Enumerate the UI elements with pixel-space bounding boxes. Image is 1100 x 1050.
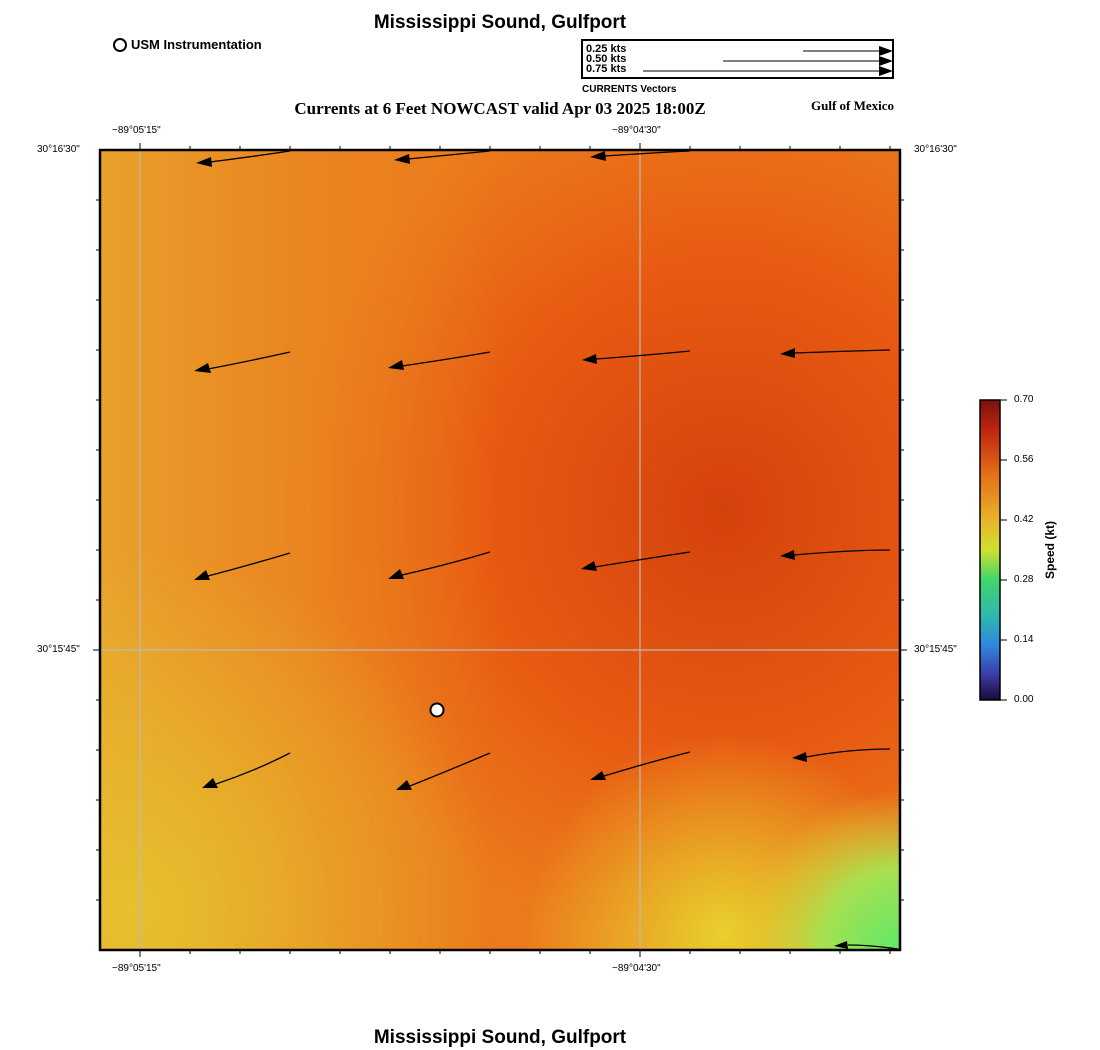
vector-r2-c2 bbox=[401, 351, 491, 367]
vector-r4-c2 bbox=[409, 752, 491, 787]
bottom-lon-label-2: −89°04'30" bbox=[612, 963, 661, 974]
vector-legend-arrows bbox=[643, 46, 892, 76]
map-subtitle: Currents at 6 Feet NOWCAST valid Apr 03 … bbox=[294, 99, 706, 118]
top-lon-label-2: −89°04'30" bbox=[612, 125, 661, 136]
vector-r1-c2 bbox=[407, 150, 491, 160]
colorbar-tick-042: 0.42 bbox=[1014, 514, 1034, 525]
left-lat-label-1: 30°16'30" bbox=[37, 144, 80, 155]
map-title: Mississippi Sound, Gulfport bbox=[373, 12, 627, 33]
station-marker bbox=[429, 702, 445, 718]
bottom-lon-label-1: −89°05'15" bbox=[112, 963, 161, 974]
vector-legend-title: CURRENTS Vectors bbox=[582, 84, 677, 95]
colorbar-tick-028: 0.28 bbox=[1014, 574, 1034, 585]
region-label: Gulf of Mexico bbox=[811, 98, 895, 113]
top-lon-label-1: −89°05'15" bbox=[112, 125, 161, 136]
colorbar-ticks bbox=[1000, 399, 1007, 701]
vector-r4-c4 bbox=[805, 748, 891, 758]
left-lat-label-2: 30°15'45" bbox=[37, 644, 80, 655]
station-marker-icon bbox=[113, 37, 127, 52]
vector-legend-box: 0.25 kts 0.50 kts 0.75 kts bbox=[581, 39, 894, 79]
legend-arrowhead-075 bbox=[879, 66, 892, 76]
vector-r2-c4 bbox=[793, 349, 891, 354]
graticule bbox=[100, 150, 900, 950]
station-legend-label: USM Instrumentation bbox=[131, 37, 262, 52]
legend-arrowhead-025 bbox=[879, 46, 892, 56]
vector-r4-c3 bbox=[603, 751, 691, 777]
vector-r2-c1 bbox=[207, 351, 291, 370]
colorbar bbox=[979, 399, 1001, 701]
speed-field bbox=[100, 150, 900, 950]
station-legend: USM Instrumentation bbox=[113, 37, 262, 52]
colorbar-tick-056: 0.56 bbox=[1014, 454, 1034, 465]
frame-ticks bbox=[93, 143, 907, 957]
legend-entry-025: 0.25 kts bbox=[586, 43, 627, 55]
vector-r3-c4 bbox=[793, 549, 891, 556]
vector-r3-c1 bbox=[207, 552, 291, 577]
vector-r3-c2 bbox=[401, 551, 491, 576]
vector-r4-c1 bbox=[215, 752, 291, 785]
colorbar-tick-070: 0.70 bbox=[1014, 394, 1034, 405]
footer-title: Mississippi Sound, Gulfport bbox=[373, 1027, 627, 1048]
colorbar-tick-014: 0.14 bbox=[1014, 634, 1034, 645]
legend-arrowhead-050 bbox=[879, 56, 892, 66]
right-lat-label-2: 30°15'45" bbox=[914, 644, 957, 655]
colorbar-tick-000: 0.00 bbox=[1014, 694, 1034, 705]
vector-r1-c3 bbox=[603, 150, 691, 157]
vector-r2-c3 bbox=[595, 350, 691, 360]
legend-entry-075: 0.75 kts bbox=[586, 63, 627, 75]
vector-r5-c4 bbox=[847, 944, 899, 950]
colorbar-label: Speed (kt) bbox=[1043, 521, 1057, 580]
current-vector-heads bbox=[194, 151, 848, 949]
current-vectors bbox=[207, 150, 899, 950]
right-lat-label-1: 30°16'30" bbox=[914, 144, 957, 155]
legend-entry-050: 0.50 kts bbox=[586, 53, 627, 65]
vector-r3-c3 bbox=[594, 551, 691, 568]
vector-r1-c1 bbox=[209, 150, 291, 163]
